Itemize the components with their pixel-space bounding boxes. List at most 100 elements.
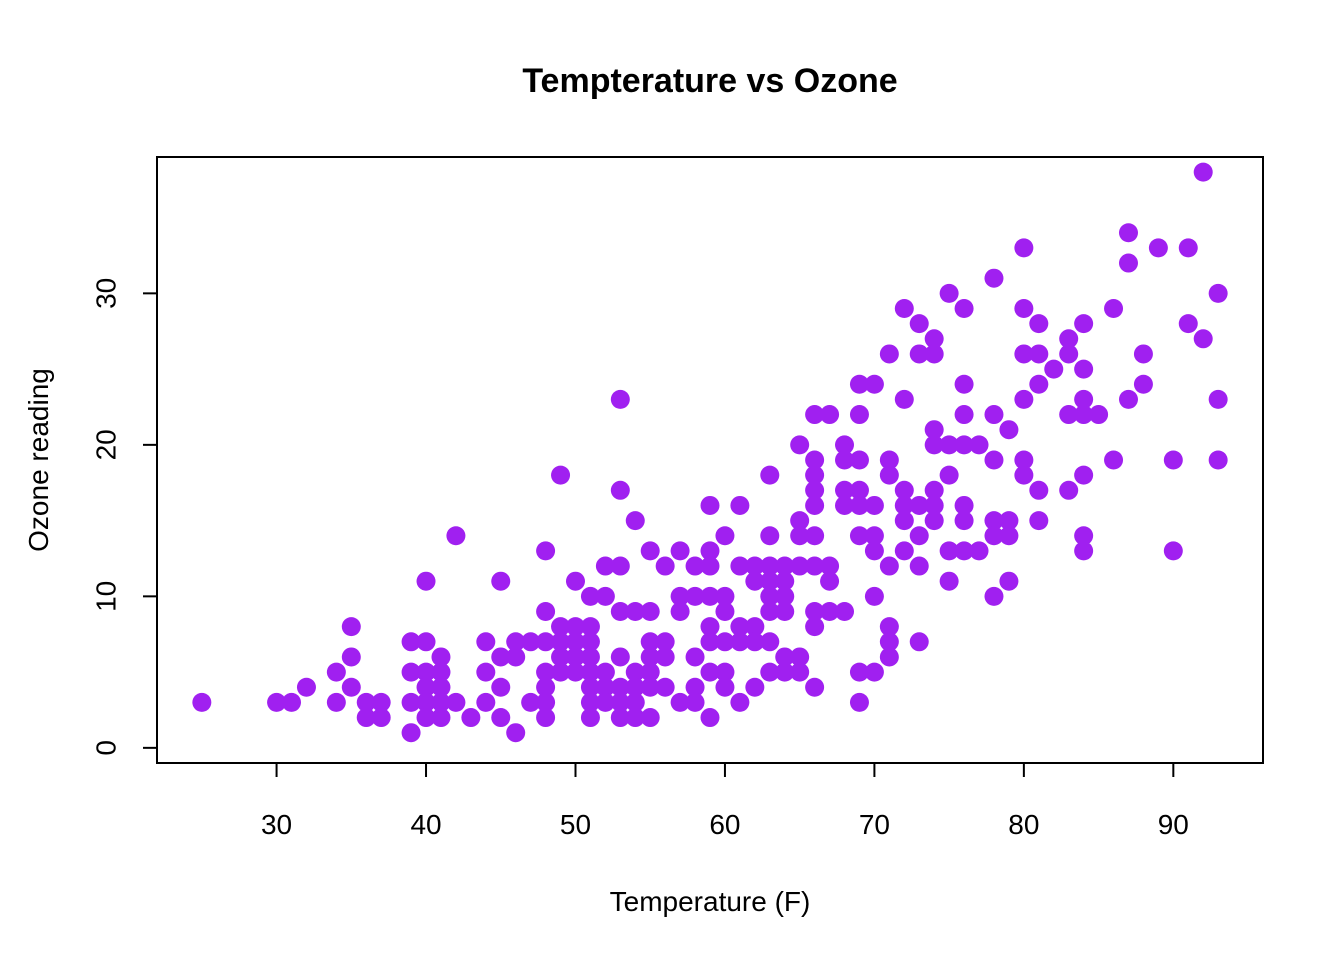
data-point [805,465,825,485]
data-point [879,344,899,364]
data-point [775,662,795,682]
data-point [760,526,780,546]
data-point [640,541,660,561]
data-point [775,586,795,606]
data-point [401,632,421,652]
data-point [849,450,869,470]
data-point [610,677,630,697]
data-point [1014,238,1034,258]
data-point [1074,314,1094,334]
data-point [640,632,660,652]
data-point [760,556,780,576]
data-point [1163,450,1183,470]
data-point [1208,450,1228,470]
data-point [700,632,720,652]
data-point [282,692,302,712]
data-point [625,602,645,621]
data-point [760,571,780,591]
data-point [805,526,825,546]
data-point [431,647,451,667]
data-point [1104,450,1124,470]
data-point [341,677,361,697]
data-point [849,692,869,712]
data-point [939,465,959,485]
data-point [954,495,974,515]
data-point [1074,541,1094,561]
data-point [700,495,720,515]
data-point [1014,344,1034,364]
data-point [849,480,869,500]
data-point [909,526,929,546]
data-point [715,586,735,606]
data-point [416,632,436,652]
data-point [805,405,825,425]
data-point [491,647,511,667]
data-point [1059,344,1079,364]
data-point [595,662,615,682]
data-point [476,632,496,652]
data-point [371,692,391,712]
data-point [416,662,436,682]
data-point [835,495,855,515]
data-point [491,708,511,728]
data-point [805,495,825,515]
data-point [1208,389,1228,409]
y-tick-label: 20 [90,429,121,460]
data-point [595,677,615,697]
data-point [775,602,795,621]
data-point [476,692,496,712]
data-point [760,662,780,682]
data-point [775,647,795,667]
data-point [446,692,466,712]
data-point [954,511,974,531]
data-point [580,692,600,712]
data-point [595,692,615,712]
data-point [685,647,705,667]
data-point [356,708,376,728]
data-point [835,435,855,455]
data-points [192,162,1228,743]
data-point [969,541,989,561]
data-point [849,526,869,546]
data-point [356,692,376,712]
data-point [805,480,825,500]
x-axis: 30 40 50 60 70 80 90 [261,762,1189,840]
data-point [820,571,840,591]
data-point [565,632,585,652]
data-point [371,708,391,728]
data-point [790,556,810,576]
data-point [879,617,899,637]
data-point [1014,299,1034,318]
data-point [655,677,675,697]
data-point [999,420,1019,440]
data-point [954,299,974,318]
data-point [805,602,825,621]
data-point [954,541,974,561]
data-point [491,571,511,591]
data-point [1029,344,1049,364]
data-point [894,299,914,318]
data-point [1074,389,1094,409]
data-point [610,602,630,621]
data-point [909,314,929,334]
data-point [296,677,316,697]
data-point [700,617,720,637]
data-point [1163,541,1183,561]
y-axis: 0 10 20 30 [90,278,158,756]
data-point [476,662,496,682]
data-point [1118,223,1138,243]
data-point [894,541,914,561]
data-point [536,602,556,621]
data-point [805,556,825,576]
data-point [730,692,750,712]
data-point [536,632,556,652]
data-point [864,495,884,515]
data-point [401,662,421,682]
data-point [610,389,630,409]
data-point [1118,389,1138,409]
data-point [760,465,780,485]
data-point [640,647,660,667]
data-point [1014,465,1034,485]
data-point [790,662,810,682]
